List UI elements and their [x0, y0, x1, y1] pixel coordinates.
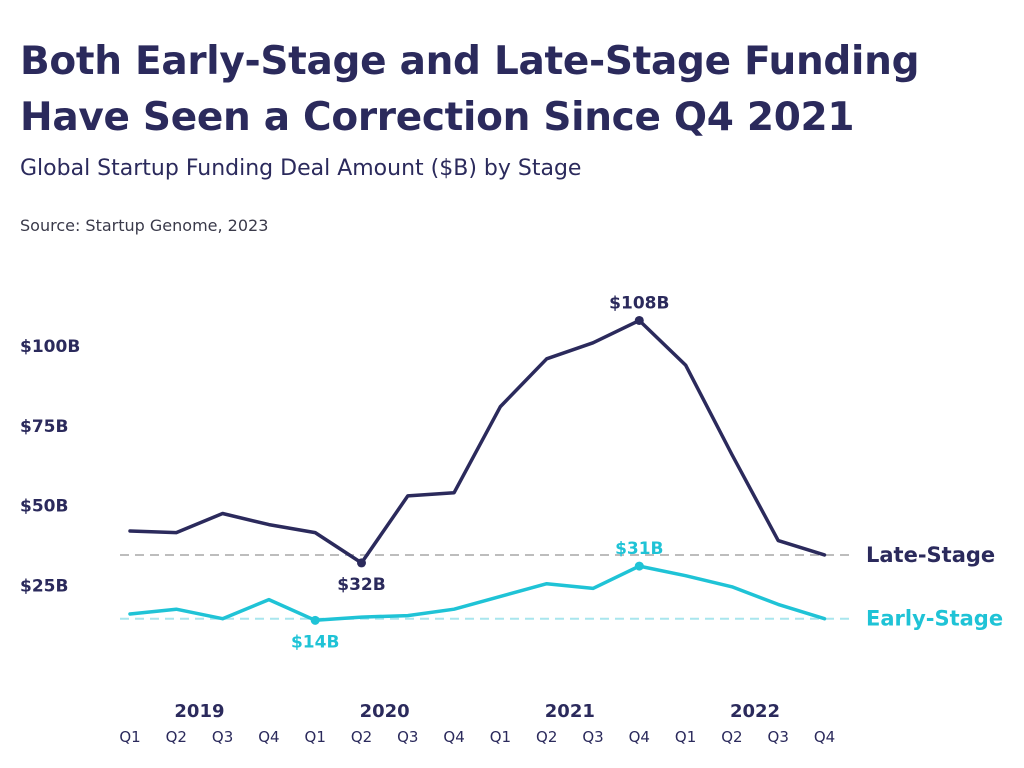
data-point-marker	[357, 558, 366, 568]
data-label: $14B	[291, 632, 339, 652]
x-tick-label: Q3	[768, 728, 789, 746]
series-line-early-stage	[128, 564, 827, 623]
x-tick-label: Q3	[582, 728, 603, 746]
data-label: $31B	[615, 539, 663, 559]
year-label: 2020	[360, 701, 410, 722]
x-tick-label: Q3	[397, 728, 418, 746]
x-tick-label: Q2	[351, 728, 372, 746]
data-point-marker	[310, 615, 320, 625]
series-line-late-stage	[128, 318, 827, 565]
x-tick-label: Q2	[721, 728, 742, 746]
series-label-early-stage: Early-Stage	[866, 607, 1003, 631]
x-tick-label: Q2	[536, 728, 557, 746]
year-label: 2021	[545, 701, 595, 722]
data-point-marker	[634, 561, 644, 571]
y-tick-label: $25B	[20, 576, 68, 596]
x-tick-label: Q4	[629, 728, 650, 746]
x-tick-label: Q4	[258, 728, 279, 746]
y-tick-label: $50B	[20, 497, 68, 517]
x-tick-label: Q4	[443, 728, 464, 746]
x-tick-label: Q1	[675, 728, 696, 746]
x-tick-label: Q4	[814, 728, 835, 746]
year-label: 2019	[174, 701, 224, 722]
data-label: $32B	[337, 575, 385, 595]
chart-subtitle: Global Startup Funding Deal Amount ($B) …	[20, 156, 582, 181]
data-point-marker	[634, 315, 644, 325]
y-tick-label: $75B	[20, 417, 68, 437]
chart-title: Both Early-Stage and Late-Stage Funding …	[20, 39, 920, 140]
y-tick-label: $100B	[20, 337, 80, 357]
x-tick-label: Q1	[119, 728, 140, 746]
year-label: 2022	[730, 701, 780, 722]
x-tick-label: Q3	[212, 728, 233, 746]
x-tick-label: Q1	[305, 728, 326, 746]
data-label: $108B	[609, 293, 669, 313]
series-label-late-stage: Late-Stage	[866, 543, 995, 567]
x-tick-label: Q2	[166, 728, 187, 746]
x-tick-label: Q1	[490, 728, 511, 746]
chart-source: Source: Startup Genome, 2023	[20, 216, 269, 235]
